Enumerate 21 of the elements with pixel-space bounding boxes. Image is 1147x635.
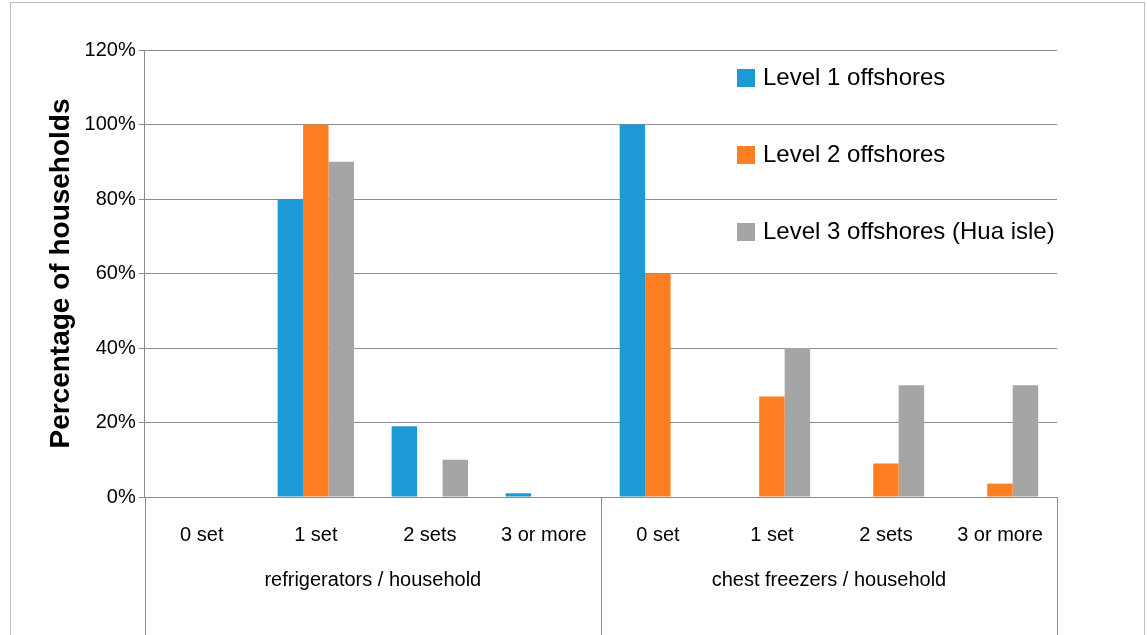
y-tick-label: 120% — [84, 37, 136, 60]
y-tick-label: 0% — [106, 484, 136, 507]
x-tick-label: 2 sets — [859, 522, 913, 545]
y-tick-label: 20% — [95, 410, 136, 433]
text: chest freezers / household — [711, 567, 947, 590]
y-tick-label: 60% — [95, 261, 136, 284]
x-tick-label: 3 or more — [501, 522, 587, 545]
y-tick-label: 40% — [95, 335, 136, 358]
x-tick-label: 1 set — [294, 522, 338, 545]
x-tick-label: 0 set — [636, 522, 681, 545]
x-tick-label: 1 set — [750, 522, 795, 545]
x-tick-label: 3 or more — [957, 522, 1043, 545]
x-tick-label: 2 sets — [403, 522, 457, 545]
legend-label: Level 1 offshores — [763, 62, 946, 90]
y-tick-label: 100% — [84, 112, 136, 135]
text: refrigerators / household — [264, 567, 482, 590]
legend-label: Level 3 offshores (Hua isle) — [763, 216, 1055, 244]
legend-label: Level 2 offshores — [763, 139, 946, 167]
y-tick-label: 80% — [95, 186, 136, 209]
y-axis-title: Percentage of households — [43, 98, 75, 449]
x-tick-label: 0 set — [180, 522, 224, 545]
